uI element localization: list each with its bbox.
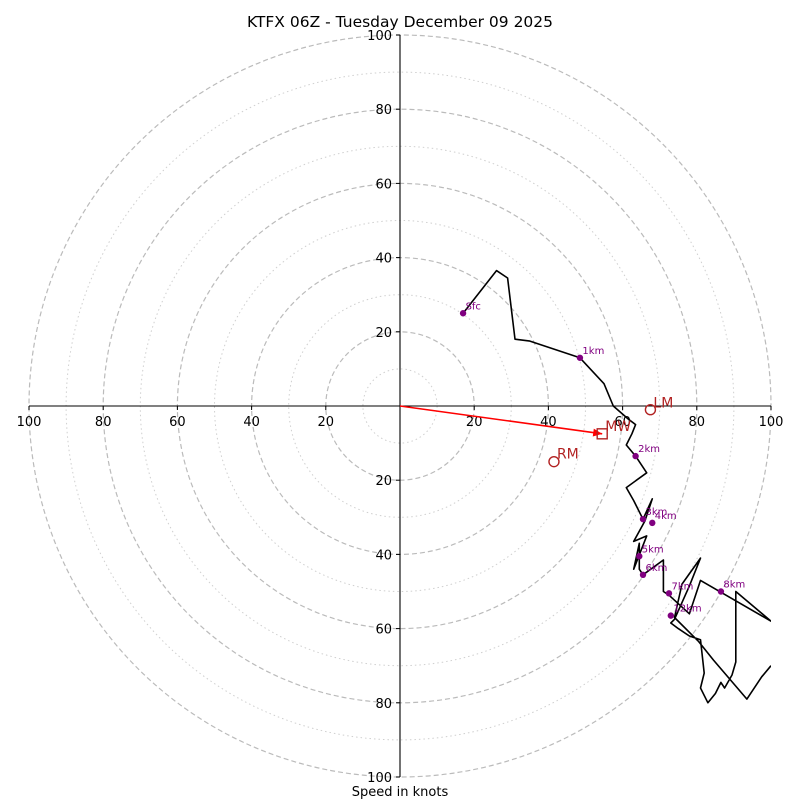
height-point	[665, 590, 673, 597]
mean-wind-label: MW	[605, 419, 631, 435]
y-tick-label: 20	[375, 474, 392, 489]
height-point	[632, 452, 639, 460]
left-mover-label: LM	[653, 396, 673, 412]
x-tick-label: 100	[759, 415, 784, 430]
height-point	[639, 515, 647, 523]
right-mover-label: RM	[557, 447, 579, 463]
height-point	[576, 354, 584, 361]
x-tick-label: 100	[17, 415, 42, 430]
wind-profile-line	[462, 269, 771, 704]
height-point-label: 1km	[582, 346, 604, 357]
y-tick-label: 80	[375, 103, 392, 118]
height-point	[636, 553, 643, 560]
height-point-label: 5km	[642, 544, 664, 555]
y-tick-label: 20	[375, 326, 392, 341]
height-point	[639, 571, 647, 579]
y-tick-label: 80	[375, 697, 392, 712]
height-point	[649, 519, 656, 527]
storm-motion-markers: MW LM RM	[399, 396, 673, 468]
mean-wind-vector	[399, 405, 603, 435]
height-point	[459, 310, 467, 317]
x-tick-label: 40	[243, 415, 260, 430]
x-axis-label: Speed in knots	[352, 785, 449, 800]
chart-title: KTFX 06Z - Tuesday December 09 2025	[247, 13, 553, 31]
height-point-label: Sfc	[466, 301, 481, 312]
height-point-label: 2km	[638, 444, 660, 455]
x-tick-label: 80	[689, 415, 706, 430]
height-point	[667, 612, 675, 619]
height-point-label: 8km	[723, 580, 745, 591]
y-tick-label: 40	[375, 252, 392, 267]
y-tick-label: 100	[367, 29, 392, 44]
y-tick-label: 60	[375, 177, 392, 192]
y-tick-label: 40	[375, 548, 392, 563]
height-point-label: 6km	[646, 563, 668, 574]
hodograph-trace	[462, 269, 771, 704]
height-point-label: 7km	[671, 581, 693, 592]
height-point-label: 12km	[673, 604, 701, 615]
y-tick-label: 100	[367, 771, 392, 786]
left-mover-marker	[644, 404, 657, 416]
mean-wind-marker	[596, 428, 608, 440]
y-tick-label: 60	[375, 623, 392, 638]
x-tick-label: 80	[95, 415, 112, 430]
height-point	[717, 588, 725, 595]
right-mover-marker	[548, 455, 560, 468]
x-tick-label: 20	[318, 415, 335, 430]
x-tick-label: 20	[466, 415, 483, 430]
x-tick-label: 60	[169, 415, 186, 430]
height-point-label: 4km	[655, 511, 677, 522]
height-point-label: 3km	[646, 507, 668, 518]
